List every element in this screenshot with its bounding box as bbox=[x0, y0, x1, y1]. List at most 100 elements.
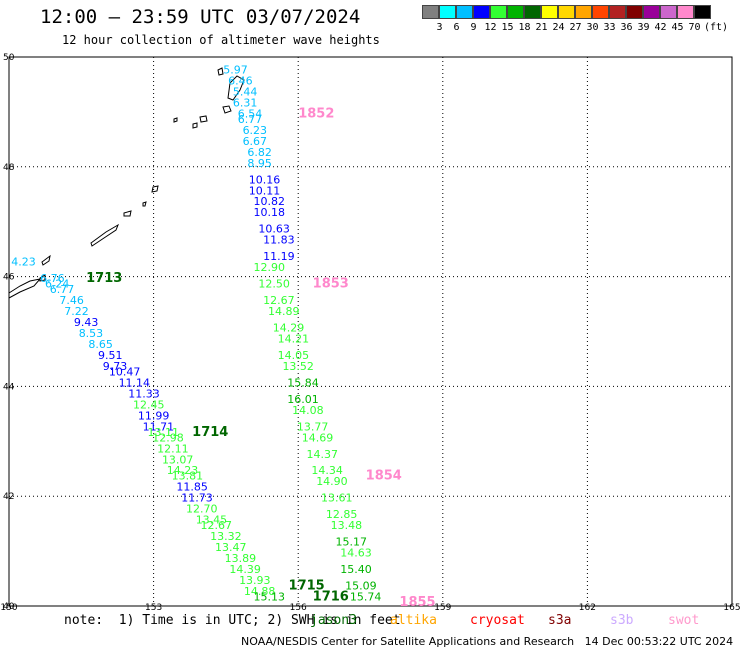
lat-tick-label: 44 bbox=[3, 382, 15, 392]
wave-height-value: 6.24 bbox=[45, 278, 70, 291]
wave-height-value: 11.14 bbox=[119, 376, 151, 389]
wave-height-value: 8.53 bbox=[79, 327, 104, 340]
wave-height-value: 14.08 bbox=[292, 404, 324, 417]
legend-label: 39 bbox=[637, 22, 650, 33]
wave-height-value: 12.85 bbox=[326, 508, 358, 521]
legend-swatch bbox=[541, 5, 558, 19]
legend-swatch bbox=[422, 5, 439, 19]
legend-swatch bbox=[592, 5, 609, 19]
lat-tick-label: 40 bbox=[3, 602, 15, 612]
coastline bbox=[8, 67, 245, 299]
wave-height-value: 5.97 bbox=[223, 63, 248, 76]
wave-height-value: 12.98 bbox=[152, 431, 184, 444]
wave-height-value: 7.22 bbox=[64, 305, 89, 318]
pass-number-label: 1853 bbox=[313, 277, 349, 292]
wave-height-value: 14.21 bbox=[278, 332, 310, 345]
wave-height-value: 12.67 bbox=[201, 519, 233, 532]
wave-height-value: 7.46 bbox=[59, 294, 84, 307]
island-simushir bbox=[151, 185, 159, 193]
wave-height-value: 14.89 bbox=[268, 305, 300, 318]
lon-tick-label: 165 bbox=[723, 603, 740, 613]
map-grid bbox=[9, 57, 732, 606]
wave-height-value: 10.11 bbox=[249, 184, 281, 197]
satellite-name: swot bbox=[668, 613, 700, 628]
wave-height-value: 12.90 bbox=[254, 261, 286, 274]
wave-height-value: 10.16 bbox=[249, 173, 281, 186]
satellite-name: s3b bbox=[610, 613, 634, 628]
wave-height-value: 14.23 bbox=[167, 464, 199, 477]
legend-label: 24 bbox=[552, 22, 565, 33]
wave-height-value: 15.17 bbox=[335, 536, 367, 549]
legend-label: 6 bbox=[453, 22, 460, 33]
lat-tick-label: 46 bbox=[3, 273, 15, 283]
wave-height-value: 11.33 bbox=[128, 387, 160, 400]
wave-height-value: 14.05 bbox=[278, 349, 310, 362]
legend-label: 18 bbox=[518, 22, 531, 33]
wave-height-value: 14.90 bbox=[316, 475, 348, 488]
pass-number-label: 1715 bbox=[289, 579, 325, 594]
wave-height-value: 12.50 bbox=[258, 278, 290, 291]
island-shikotan bbox=[39, 274, 46, 282]
wave-height-value: 10.18 bbox=[254, 206, 286, 219]
wave-height-value: 6.77 bbox=[50, 283, 75, 296]
legend-label: 3 bbox=[436, 22, 443, 33]
legend-swatch bbox=[643, 5, 660, 19]
legend-swatch bbox=[694, 5, 711, 19]
wave-height-value: 16.01 bbox=[287, 393, 319, 406]
legend-label: 12 bbox=[484, 22, 497, 33]
footer-note: note: 1) Time is in UTC; 2) SWH is in fe… bbox=[64, 613, 401, 628]
wave-height-value: 6.54 bbox=[238, 107, 263, 120]
wave-height-value: 13.81 bbox=[172, 470, 204, 483]
wave-height-value: 6.82 bbox=[247, 146, 272, 159]
wave-height-value: 10.82 bbox=[254, 195, 286, 208]
island-small-5 bbox=[173, 117, 178, 123]
legend-swatch bbox=[677, 5, 694, 19]
satellite-name: cryosat bbox=[470, 613, 525, 628]
wave-height-value: 15.13 bbox=[254, 591, 286, 604]
wave-height-value: 13.11 bbox=[147, 426, 179, 439]
island-small-7 bbox=[123, 210, 132, 217]
wave-height-value: 11.19 bbox=[263, 250, 295, 263]
wave-height-value: 14.63 bbox=[340, 547, 372, 560]
lon-tick-label: 159 bbox=[434, 603, 451, 613]
lon-tick-label: 162 bbox=[579, 603, 596, 613]
wave-height-value: 9.51 bbox=[98, 349, 123, 362]
wave-height-value: 14.88 bbox=[244, 585, 276, 598]
legend-label: 21 bbox=[535, 22, 548, 33]
satellite-name: s3a bbox=[548, 613, 572, 628]
legend-label: 15 bbox=[501, 22, 514, 33]
wave-height-value: 14.29 bbox=[273, 322, 305, 335]
wave-height-value: 10.47 bbox=[109, 365, 141, 378]
wave-height-value: 4.23 bbox=[11, 256, 36, 269]
credit-line: NOAA/NESDIS Center for Satellite Applica… bbox=[241, 635, 734, 648]
legend-label: 42 bbox=[654, 22, 667, 33]
wave-height-value: 6.23 bbox=[243, 124, 268, 137]
legend-label: 33 bbox=[603, 22, 616, 33]
lat-tick-label: 42 bbox=[3, 492, 14, 502]
pass-number-label: 1852 bbox=[298, 106, 334, 121]
legend-label: 27 bbox=[569, 22, 582, 33]
legend-swatch bbox=[609, 5, 626, 19]
legend-swatch bbox=[507, 5, 524, 19]
wave-height-value: 13.89 bbox=[225, 552, 257, 565]
island-small-1 bbox=[217, 67, 224, 76]
wave-height-value: 10.63 bbox=[258, 223, 290, 236]
wave-height-points: 5.976.465.446.316.546.776.236.676.828.95… bbox=[11, 63, 381, 603]
wave-height-value: 11.73 bbox=[181, 492, 213, 505]
wave-height-value: 8.95 bbox=[247, 157, 272, 170]
wave-height-value: 13.61 bbox=[321, 492, 353, 505]
wave-height-value: 14.34 bbox=[311, 464, 343, 477]
island-small-3 bbox=[199, 115, 208, 123]
wave-height-value: 15.74 bbox=[350, 591, 382, 604]
lon-tick-label: 150 bbox=[0, 603, 17, 613]
legend-swatch bbox=[575, 5, 592, 19]
wave-height-value: 8.65 bbox=[88, 338, 113, 351]
wave-height-value: 11.85 bbox=[176, 481, 208, 494]
legend-swatch bbox=[626, 5, 643, 19]
island-small-4 bbox=[192, 122, 198, 129]
wave-height-value: 9.43 bbox=[74, 316, 99, 329]
wave-height-value: 6.77 bbox=[238, 113, 263, 126]
wave-height-value: 11.71 bbox=[143, 420, 175, 433]
